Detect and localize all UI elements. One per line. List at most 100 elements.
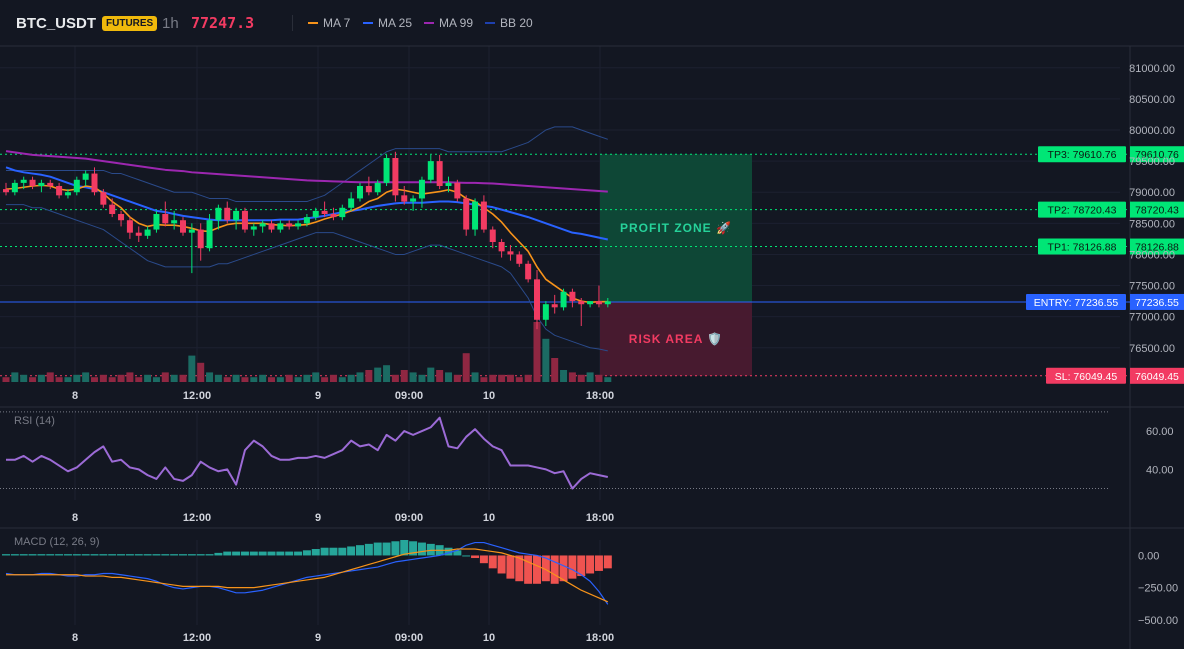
chart-header: BTC_USDT FUTURES 1h 77247.3 MA 7 MA 25 M… — [0, 0, 1184, 46]
candle-body — [233, 210, 240, 221]
candle — [551, 294, 558, 314]
time-axis-label: 09:00 — [395, 512, 423, 524]
candle-body — [578, 301, 585, 305]
entry-axis-label: 77236.55 — [1135, 297, 1179, 309]
legend-ma99[interactable]: MA 99 — [424, 16, 473, 30]
volume-bar — [436, 370, 444, 382]
trade-levels: TP3: 79610.76 79610.76 TP2: 78720.43 78720.… — [0, 146, 1184, 384]
candle-body — [224, 207, 231, 221]
candle — [348, 192, 355, 211]
candle-body — [56, 186, 63, 196]
macd-histogram-bar — [559, 555, 568, 582]
macd-histogram-bar — [400, 540, 409, 556]
ma7-line — [5, 184, 608, 304]
time-axis-label: 09:00 — [395, 632, 423, 644]
candle — [418, 176, 425, 208]
price-tick-label: 80500.00 — [1129, 94, 1175, 106]
rsi-line — [6, 416, 609, 490]
macd-histogram-bar — [55, 554, 64, 556]
candle-body — [303, 217, 310, 224]
candle-body — [47, 182, 54, 186]
macd-histogram-bar — [515, 555, 524, 582]
candle-body — [259, 223, 266, 227]
tp1-level-label: TP1: 78126.88 — [1048, 242, 1117, 254]
candle-body — [374, 182, 381, 193]
sl-level-tag — [1046, 367, 1126, 384]
candle-body — [91, 173, 98, 193]
sl-axis-label: 76049.45 — [1135, 371, 1179, 383]
volume-bar — [55, 377, 63, 382]
candle-body — [569, 291, 576, 302]
volume-bar — [135, 377, 143, 382]
volume-bar — [604, 377, 612, 382]
candle-body — [604, 301, 611, 305]
candle-body — [436, 161, 443, 186]
main-time-axis: 8 12:00 9 09:00 10 18:00 — [72, 390, 614, 402]
candle-body — [489, 229, 496, 242]
legend-ma25[interactable]: MA 25 — [363, 16, 412, 30]
volume-bar — [2, 377, 10, 382]
legend-ma7[interactable]: MA 7 — [308, 16, 350, 30]
legend-bb20[interactable]: BB 20 — [485, 16, 533, 30]
macd-histogram-bar — [586, 555, 595, 574]
candle-body — [401, 195, 408, 202]
entry-axis-tag — [1130, 293, 1184, 310]
volume-bar — [506, 374, 514, 382]
rsi-time-axis: 8 12:00 9 09:00 10 18:00 — [72, 512, 614, 524]
candle — [73, 176, 80, 196]
macd-signal-line — [6, 548, 609, 603]
volume-bar — [99, 374, 107, 382]
macd-histogram-bar — [479, 555, 488, 564]
candle-body — [64, 192, 71, 196]
macd-histogram-bar — [2, 554, 10, 556]
timeframe-selector[interactable]: 1h — [162, 15, 179, 32]
time-axis-label: 8 — [72, 632, 78, 644]
price-tick-label: 77500.00 — [1129, 281, 1175, 293]
volume-bar — [418, 374, 426, 382]
volume-bar — [347, 374, 355, 382]
candle-body — [383, 158, 390, 183]
macd-histogram-bar — [258, 551, 267, 556]
candle-body — [312, 210, 319, 218]
candle-body — [525, 263, 532, 280]
volume-bar — [117, 374, 125, 382]
macd-histogram-bar — [453, 550, 462, 556]
ma25-swatch-icon — [363, 22, 373, 24]
candle — [180, 217, 186, 236]
macd-histogram-bar — [63, 554, 72, 556]
candle — [206, 214, 213, 252]
candle — [560, 288, 567, 311]
candle — [472, 198, 479, 236]
entry-level-label: ENTRY: 77236.55 — [1034, 297, 1119, 309]
candle — [374, 179, 381, 196]
rsi-pane: 60.00 40.00 — [0, 410, 1174, 500]
macd-tick-label: −250.00 — [1138, 583, 1178, 595]
macd-histogram-bar — [462, 555, 471, 557]
candle — [401, 186, 408, 205]
candle — [595, 285, 602, 308]
bb-upper-line — [6, 126, 608, 203]
symbol-title[interactable]: BTC_USDT — [16, 15, 97, 32]
legend-ma99-label: MA 99 — [439, 16, 474, 30]
candle — [534, 270, 540, 330]
macd-histogram-bar — [471, 555, 480, 559]
macd-histogram-bar — [72, 554, 81, 556]
volume-bars — [2, 322, 612, 382]
volume-bar — [427, 367, 435, 382]
candle-body — [295, 223, 302, 227]
tp2-axis-label: 78720.43 — [1135, 205, 1179, 217]
time-axis-label: 18:00 — [586, 632, 614, 644]
candle-body — [126, 220, 133, 233]
candle — [100, 189, 107, 208]
price-tick-label: 76500.00 — [1129, 343, 1175, 355]
volume-bar — [285, 374, 293, 382]
macd-histogram-bar — [249, 551, 258, 556]
volume-bar — [268, 377, 275, 382]
tp3-axis-tag — [1130, 146, 1184, 163]
macd-histogram-bar — [347, 546, 356, 556]
volume-bar — [374, 367, 382, 382]
candle — [91, 167, 98, 196]
time-axis-label: 9 — [315, 390, 321, 402]
candle-body — [144, 229, 151, 236]
